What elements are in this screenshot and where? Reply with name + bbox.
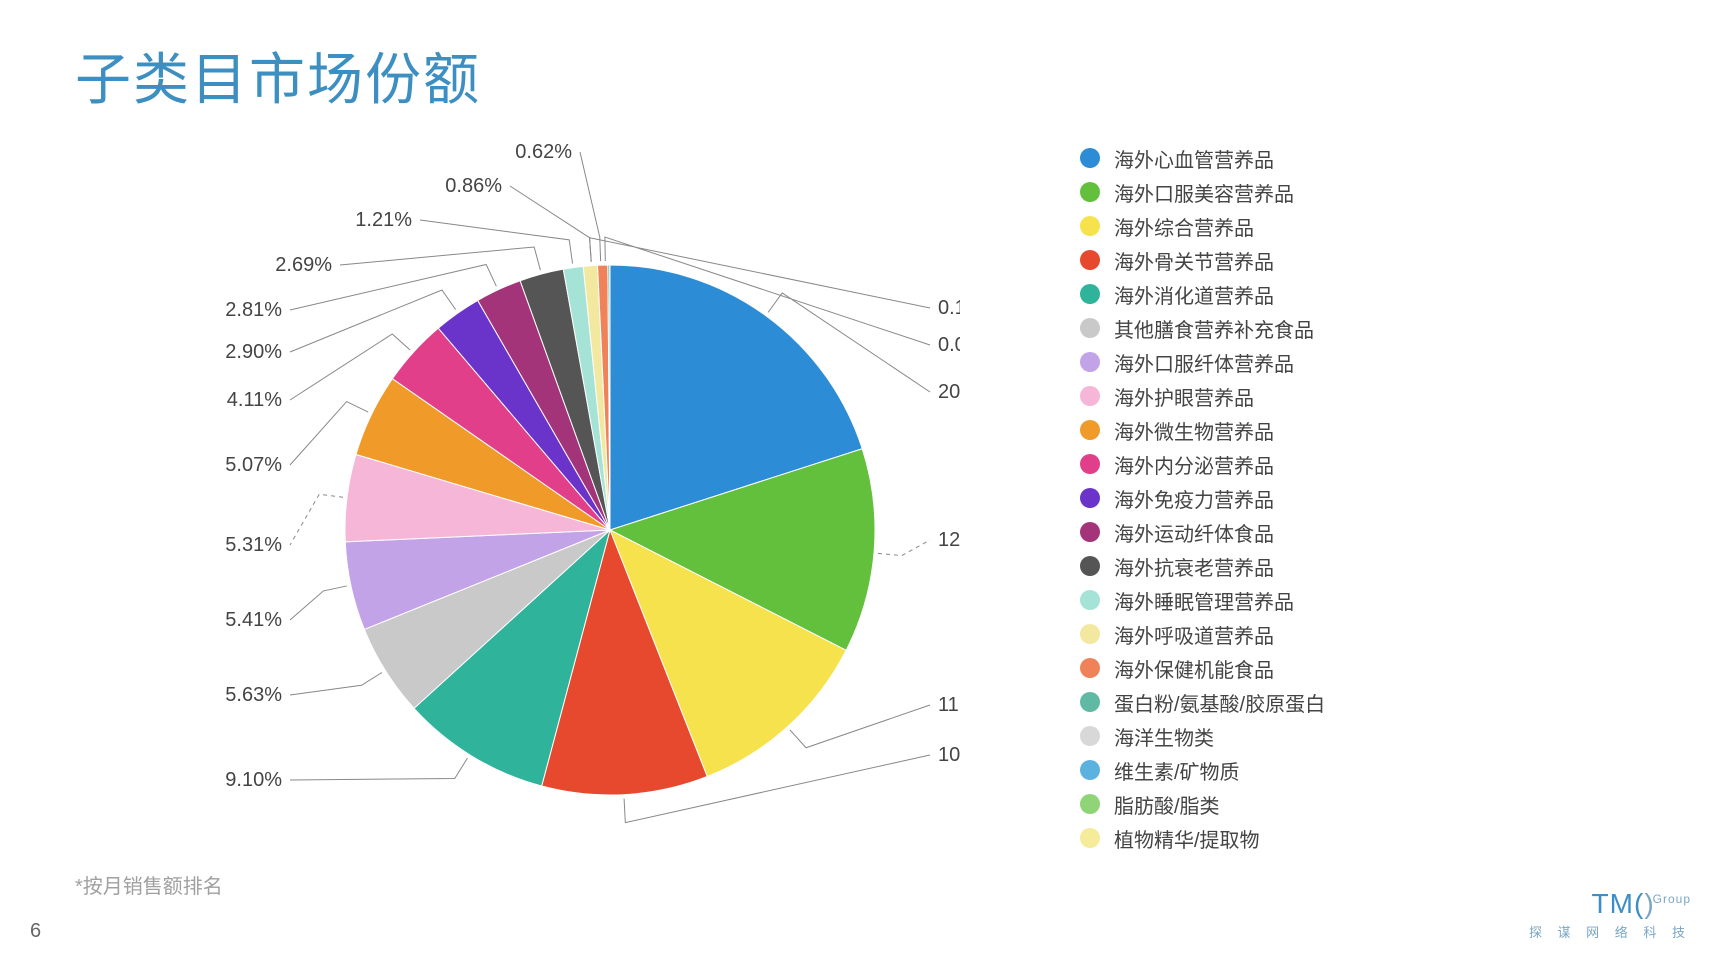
pie-label: 2.69% (275, 254, 332, 276)
pie-label: 1.21% (355, 209, 412, 231)
legend-item: 海外运动纤体食品 (1080, 519, 1500, 545)
legend-label: 海外综合营养品 (1114, 212, 1254, 241)
legend-item: 海外睡眠管理营养品 (1080, 587, 1500, 613)
legend-label: 海外微生物营养品 (1114, 416, 1274, 445)
legend-item: 海外心血管营养品 (1080, 145, 1500, 171)
leader-line (510, 186, 591, 262)
legend-label: 植物精华/提取物 (1114, 824, 1260, 853)
brand-logo: TM()Group 探 谋 网 络 科 技 (1529, 888, 1691, 941)
pie-label: 4.11% (227, 389, 282, 411)
legend-swatch (1080, 386, 1100, 406)
leader-line (878, 540, 930, 556)
legend-item: 海外骨关节营养品 (1080, 247, 1500, 273)
legend-swatch (1080, 726, 1100, 746)
legend-swatch (1080, 624, 1100, 644)
leader-line (790, 705, 930, 748)
legend-label: 海外口服美容营养品 (1114, 178, 1294, 207)
brand-sub: 探 谋 网 络 科 技 (1529, 922, 1691, 941)
pie-label: 10.13% (938, 744, 960, 766)
legend-item: 海外保健机能食品 (1080, 655, 1500, 681)
pie-label: 5.41% (225, 609, 282, 631)
brand-main: TM( (1592, 888, 1645, 919)
legend-swatch (1080, 692, 1100, 712)
legend-item: 海外口服美容营养品 (1080, 179, 1500, 205)
pie-label: 9.10% (225, 769, 282, 791)
legend-label: 海外抗衰老营养品 (1114, 552, 1274, 581)
pie-label: 20.04% (938, 381, 960, 403)
pie-label: 12.46% (938, 529, 960, 551)
legend-label: 海外呼吸道营养品 (1114, 620, 1274, 649)
legend-item: 海外抗衰老营养品 (1080, 553, 1500, 579)
legend-label: 海外消化道营养品 (1114, 280, 1274, 309)
legend-swatch (1080, 352, 1100, 372)
pie-label: 11.52% (938, 694, 960, 716)
legend-swatch (1080, 794, 1100, 814)
legend-swatch (1080, 590, 1100, 610)
legend-item: 维生素/矿物质 (1080, 757, 1500, 783)
legend-swatch (1080, 250, 1100, 270)
pie-label: 0.62% (515, 141, 572, 163)
legend-label: 其他膳食营养补充食品 (1114, 314, 1314, 343)
pie-label: 0.86% (445, 175, 502, 197)
legend-item: 海外消化道营养品 (1080, 281, 1500, 307)
leader-line (420, 220, 573, 264)
pie-label: 0.01% (938, 334, 960, 356)
pie-label: 0.12% (938, 297, 960, 319)
legend-item: 海洋生物类 (1080, 723, 1500, 749)
footnote: *按月销售额排名 (75, 870, 223, 899)
legend-item: 海外护眼营养品 (1080, 383, 1500, 409)
leader-line (290, 758, 467, 780)
pie-label: 5.31% (225, 534, 282, 556)
legend-label: 维生素/矿物质 (1114, 756, 1240, 785)
legend-item: 海外免疫力营养品 (1080, 485, 1500, 511)
legend-swatch (1080, 420, 1100, 440)
brand-group: Group (1653, 892, 1691, 906)
leader-line (290, 673, 382, 695)
page-title: 子类目市场份额 (75, 35, 481, 116)
legend-label: 海外心血管营养品 (1114, 144, 1274, 173)
legend-swatch (1080, 148, 1100, 168)
legend-label: 蛋白粉/氨基酸/胶原蛋白 (1114, 688, 1325, 717)
legend-item: 海外内分泌营养品 (1080, 451, 1500, 477)
legend-label: 海外保健机能食品 (1114, 654, 1274, 683)
legend-swatch (1080, 182, 1100, 202)
legend-item: 海外口服纤体营养品 (1080, 349, 1500, 375)
legend-swatch (1080, 556, 1100, 576)
leader-line (290, 494, 343, 545)
legend-item: 蛋白粉/氨基酸/胶原蛋白 (1080, 689, 1500, 715)
leader-line (290, 586, 347, 620)
legend-item: 海外微生物营养品 (1080, 417, 1500, 443)
legend-swatch (1080, 760, 1100, 780)
legend-label: 海外护眼营养品 (1114, 382, 1254, 411)
leader-line (340, 247, 540, 270)
legend-swatch (1080, 284, 1100, 304)
legend-label: 海外口服纤体营养品 (1114, 348, 1294, 377)
pie-label: 2.90% (225, 341, 282, 363)
legend-item: 海外呼吸道营养品 (1080, 621, 1500, 647)
legend-swatch (1080, 454, 1100, 474)
legend-label: 海洋生物类 (1114, 722, 1214, 751)
legend-swatch (1080, 522, 1100, 542)
legend-swatch (1080, 318, 1100, 338)
legend-swatch (1080, 488, 1100, 508)
legend-swatch (1080, 216, 1100, 236)
page-number: 6 (30, 920, 41, 943)
pie-chart: 0.12% 0.01% 20.04% 12.46% 11.52% 10.13% 9.10% 5… (140, 140, 960, 860)
legend-label: 海外运动纤体食品 (1114, 518, 1274, 547)
legend-item: 海外综合营养品 (1080, 213, 1500, 239)
legend-item: 其他膳食营养补充食品 (1080, 315, 1500, 341)
legend-label: 海外免疫力营养品 (1114, 484, 1274, 513)
legend-item: 植物精华/提取物 (1080, 825, 1500, 851)
legend-swatch (1080, 828, 1100, 848)
legend-item: 脂肪酸/脂类 (1080, 791, 1500, 817)
legend: 海外心血管营养品海外口服美容营养品海外综合营养品海外骨关节营养品海外消化道营养品… (1080, 145, 1500, 859)
legend-swatch (1080, 658, 1100, 678)
pie-label: 5.07% (225, 454, 282, 476)
legend-label: 脂肪酸/脂类 (1114, 790, 1220, 819)
legend-label: 海外睡眠管理营养品 (1114, 586, 1294, 615)
legend-label: 海外骨关节营养品 (1114, 246, 1274, 275)
pie-label: 2.81% (225, 299, 282, 321)
legend-label: 海外内分泌营养品 (1114, 450, 1274, 479)
pie-label: 5.63% (225, 684, 282, 706)
